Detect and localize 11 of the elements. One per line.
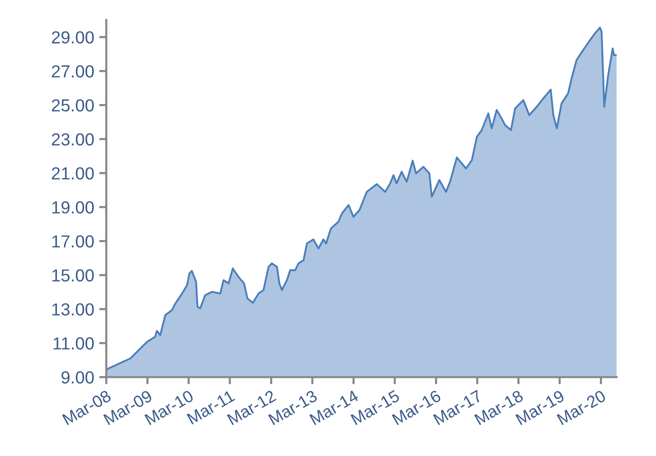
y-tick-label: 17.00 — [52, 235, 94, 248]
y-tick-label: 15.00 — [52, 269, 94, 282]
y-tick-label: 11.00 — [54, 337, 94, 350]
y-tick-label: 29.00 — [52, 31, 94, 44]
y-tick-label: 21.00 — [52, 167, 94, 180]
y-tick-label: 25.00 — [52, 99, 94, 112]
y-tick-label: 13.00 — [52, 303, 94, 316]
y-tick-label: 27.00 — [52, 65, 94, 78]
y-tick-label: 23.00 — [52, 133, 94, 146]
y-tick-label: 9.00 — [61, 371, 94, 384]
y-tick-label: 19.00 — [52, 201, 94, 214]
